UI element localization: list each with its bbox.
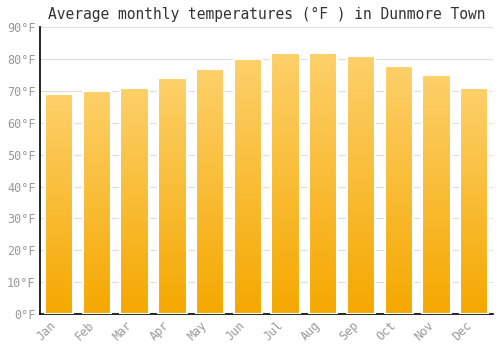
Bar bbox=[347, 56, 375, 314]
Bar bbox=[158, 78, 186, 314]
Bar bbox=[460, 88, 488, 314]
Bar bbox=[272, 53, 299, 314]
Bar bbox=[45, 94, 74, 314]
Bar bbox=[309, 53, 338, 314]
Bar bbox=[384, 65, 413, 314]
Bar bbox=[422, 75, 450, 314]
Bar bbox=[196, 69, 224, 314]
Bar bbox=[83, 91, 111, 314]
Bar bbox=[234, 59, 262, 314]
Bar bbox=[120, 88, 149, 314]
Title: Average monthly temperatures (°F ) in Dunmore Town: Average monthly temperatures (°F ) in Du… bbox=[48, 7, 486, 22]
